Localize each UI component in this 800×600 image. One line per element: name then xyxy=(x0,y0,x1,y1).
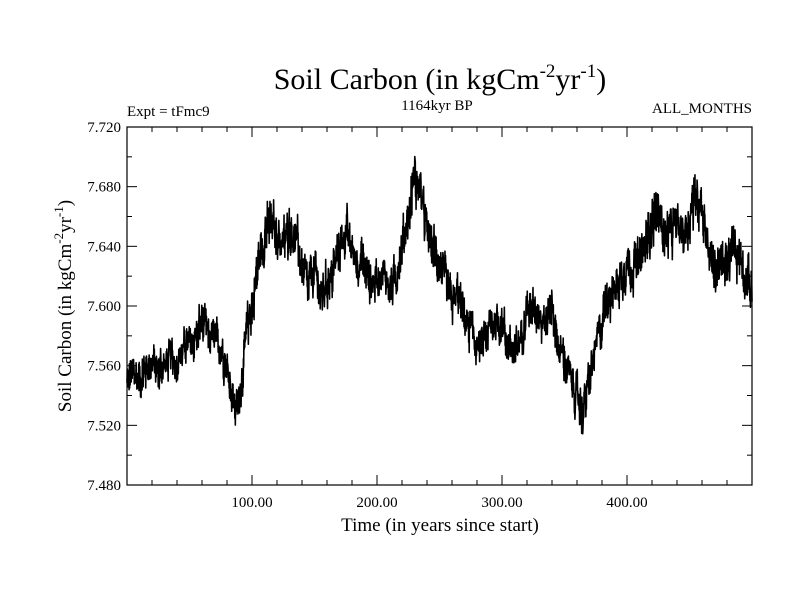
months-label: ALL_MONTHS xyxy=(652,101,752,117)
y-axis-label: Soil Carbon (in kgCm-2yr-1) xyxy=(51,200,76,412)
series-layer xyxy=(126,155,753,435)
y-tick-label: 7.480 xyxy=(87,478,121,494)
chart-title-text: Soil Carbon (in kgCm xyxy=(274,63,540,96)
chart-title-mid: yr xyxy=(555,63,580,96)
chart-title: Soil Carbon (in kgCm-2yr-1) xyxy=(274,61,607,96)
x-tick-label: 400.00 xyxy=(606,495,647,511)
y-axis: 7.480 7.520 7.560 7.600 7.640 7.680 7.720 xyxy=(87,120,752,494)
chart-title-end: ) xyxy=(596,63,606,96)
experiment-label: Expt = tFmc9 xyxy=(127,104,210,120)
x-tick-label: 300.00 xyxy=(481,495,522,511)
chart-subtitle: 1164kyr BP xyxy=(401,98,473,114)
x-tick-label: 200.00 xyxy=(356,495,397,511)
y-axis-label-sup2: -1 xyxy=(51,206,66,217)
y-tick-label: 7.600 xyxy=(87,299,121,315)
y-axis-label-mid: yr xyxy=(55,216,76,233)
x-tick-label: 100.00 xyxy=(231,495,272,511)
y-tick-label: 7.680 xyxy=(87,180,121,196)
y-tick-label: 7.520 xyxy=(87,418,121,434)
y-tick-label: 7.560 xyxy=(87,359,121,375)
y-tick-label: 7.640 xyxy=(87,239,121,255)
y-axis-label-text: Soil Carbon (in kgCm xyxy=(55,244,76,413)
x-axis: 100.00 200.00 300.00 400.00 xyxy=(151,127,728,511)
chart-title-sup1: -2 xyxy=(540,61,556,82)
plot-frame xyxy=(126,126,753,486)
y-axis-label-end: ) xyxy=(55,200,76,206)
y-axis-label-sup1: -2 xyxy=(51,233,66,244)
y-tick-label: 7.720 xyxy=(87,120,121,136)
chart-title-sup2: -1 xyxy=(580,61,596,82)
x-axis-label: Time (in years since start) xyxy=(341,515,539,536)
soil-carbon-series-line xyxy=(126,155,753,435)
